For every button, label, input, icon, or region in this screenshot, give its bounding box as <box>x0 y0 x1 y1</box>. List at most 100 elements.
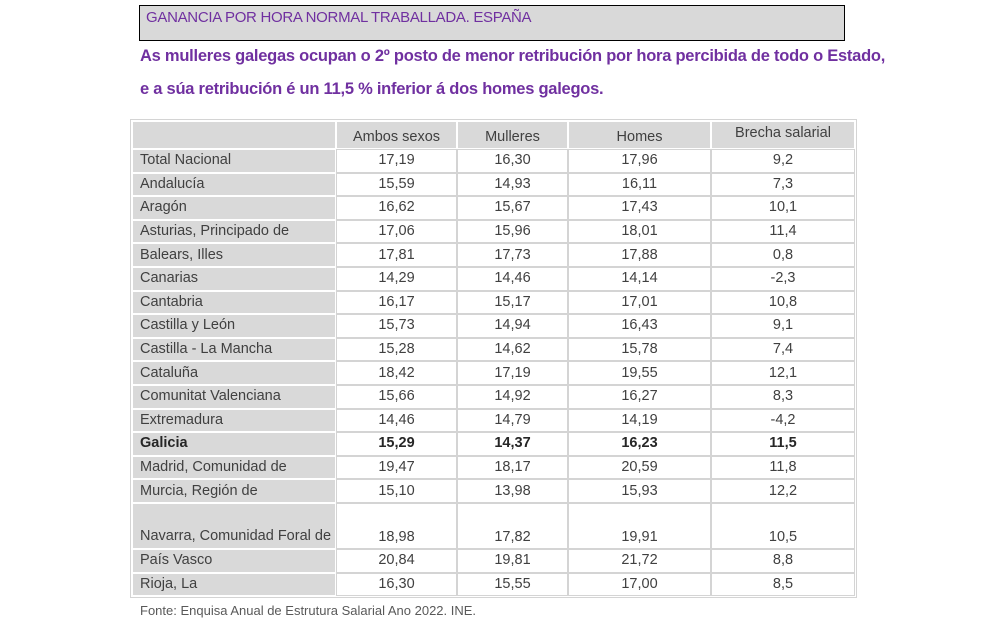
homes-cell: 17,01 <box>568 290 711 315</box>
region-cell: Rioja, La <box>133 573 335 596</box>
table-row: Balears, Illes 17,81 17,73 17,88 0,8 <box>133 243 855 267</box>
table-row: Murcia, Región de 15,10 13,98 15,93 12,2 <box>133 479 855 503</box>
region-cell: Murcia, Región de <box>133 480 335 502</box>
region-cell: Balears, Illes <box>133 244 335 266</box>
mulleres-cell: 15,17 <box>457 290 568 315</box>
mulleres-cell: 14,94 <box>457 314 568 338</box>
salary-table: Ambos sexos Mulleres Homes Brecha salari… <box>130 119 857 599</box>
brecha-cell: -4,2 <box>711 408 855 433</box>
homes-cell: 16,43 <box>568 314 711 338</box>
homes-cell: 17,43 <box>568 196 711 220</box>
mulleres-cell: 15,96 <box>457 219 568 244</box>
homes-cell: 16,23 <box>568 432 711 456</box>
brecha-cell: 9,2 <box>711 149 855 173</box>
brecha-cell: 10,8 <box>711 290 855 315</box>
ambos-cell: 17,06 <box>336 219 457 244</box>
ambos-cell: 16,62 <box>336 196 457 220</box>
column-header-mulleres: Mulleres <box>458 122 567 148</box>
region-cell: Madrid, Comunidad de <box>133 456 335 479</box>
mulleres-cell: 14,93 <box>457 172 568 197</box>
table-row: Cantabria 16,17 15,17 17,01 10,8 <box>133 290 855 315</box>
mulleres-cell: 17,73 <box>457 243 568 267</box>
homes-cell: 14,19 <box>568 408 711 433</box>
ambos-cell: 16,17 <box>336 290 457 315</box>
region-cell: Total Nacional <box>133 150 335 172</box>
mulleres-cell: 14,79 <box>457 408 568 433</box>
ambos-cell: 18,42 <box>336 361 457 385</box>
table-row: Castilla - La Mancha 15,28 14,62 15,78 7… <box>133 337 855 362</box>
region-cell: Aragón <box>133 197 335 219</box>
mulleres-cell: 14,46 <box>457 266 568 291</box>
ambos-cell: 14,29 <box>336 266 457 291</box>
column-header-region <box>133 122 335 148</box>
homes-cell: 18,01 <box>568 219 711 244</box>
ambos-cell: 15,10 <box>336 479 457 503</box>
brecha-cell: 10,5 <box>711 502 855 549</box>
column-header-homes: Homes <box>569 122 710 148</box>
homes-cell: 15,78 <box>568 337 711 362</box>
homes-cell: 19,55 <box>568 361 711 385</box>
homes-cell: 17,96 <box>568 149 711 173</box>
table-row: Andalucía 15,59 14,93 16,11 7,3 <box>133 172 855 197</box>
homes-cell: 17,00 <box>568 572 711 597</box>
column-header-ambos-sexos: Ambos sexos <box>337 122 456 148</box>
table-row: Extremadura 14,46 14,79 14,19 -4,2 <box>133 408 855 433</box>
mulleres-cell: 14,62 <box>457 337 568 362</box>
brecha-cell: 0,8 <box>711 243 855 267</box>
mulleres-cell: 14,37 <box>457 432 568 456</box>
table-row: Total Nacional 17,19 16,30 17,96 9,2 <box>133 149 855 173</box>
table-row: Cataluña 18,42 17,19 19,55 12,1 <box>133 361 855 385</box>
brecha-cell: 8,5 <box>711 572 855 597</box>
subtitle-line-2: e a súa retribución é un 11,5 % inferior… <box>140 80 604 98</box>
mulleres-cell: 19,81 <box>457 548 568 573</box>
table-row: País Vasco 20,84 19,81 21,72 8,8 <box>133 548 855 573</box>
brecha-cell: -2,3 <box>711 266 855 291</box>
region-cell: Galicia <box>133 433 335 455</box>
page-title: GANANCIA POR HORA NORMAL TRABALLADA. ESP… <box>146 9 532 26</box>
subtitle-line-1: As mulleres galegas ocupan o 2º posto de… <box>140 47 886 65</box>
mulleres-cell: 14,92 <box>457 384 568 409</box>
ambos-cell: 17,81 <box>336 243 457 267</box>
table-row: Comunitat Valenciana 15,66 14,92 16,27 8… <box>133 384 855 409</box>
homes-cell: 14,14 <box>568 266 711 291</box>
ambos-cell: 19,47 <box>336 455 457 480</box>
table-row: Castilla y León 15,73 14,94 16,43 9,1 <box>133 314 855 338</box>
region-cell: Castilla y León <box>133 315 335 337</box>
ambos-cell: 15,66 <box>336 384 457 409</box>
brecha-cell: 7,3 <box>711 172 855 197</box>
brecha-cell: 10,1 <box>711 196 855 220</box>
mulleres-cell: 15,67 <box>457 196 568 220</box>
region-cell: Andalucía <box>133 173 335 196</box>
homes-cell: 16,27 <box>568 384 711 409</box>
region-cell: Navarra, Comunidad Foral de <box>133 503 335 548</box>
brecha-cell: 11,5 <box>711 432 855 456</box>
brecha-cell: 7,4 <box>711 337 855 362</box>
table-row: Rioja, La 16,30 15,55 17,00 8,5 <box>133 572 855 597</box>
salary-table-container: Ambos sexos Mulleres Homes Brecha salari… <box>130 119 857 599</box>
ambos-cell: 16,30 <box>336 572 457 597</box>
brecha-cell: 11,8 <box>711 455 855 480</box>
region-cell: Canarias <box>133 267 335 290</box>
homes-cell: 21,72 <box>568 548 711 573</box>
table-row: Madrid, Comunidad de 19,47 18,17 20,59 1… <box>133 455 855 480</box>
table-row: Navarra, Comunidad Foral de 18,98 17,82 … <box>133 502 855 549</box>
brecha-cell: 12,2 <box>711 479 855 503</box>
brecha-cell: 11,4 <box>711 219 855 244</box>
region-cell: Asturias, Principado de <box>133 220 335 243</box>
ambos-cell: 18,98 <box>336 502 457 549</box>
brecha-cell: 8,8 <box>711 548 855 573</box>
table-row: Canarias 14,29 14,46 14,14 -2,3 <box>133 266 855 291</box>
table-row: Aragón 16,62 15,67 17,43 10,1 <box>133 196 855 220</box>
ambos-cell: 20,84 <box>336 548 457 573</box>
mulleres-cell: 18,17 <box>457 455 568 480</box>
mulleres-cell: 17,19 <box>457 361 568 385</box>
ambos-cell: 15,59 <box>336 172 457 197</box>
source-footnote: Fonte: Enquisa Anual de Estrutura Salari… <box>140 603 477 618</box>
table-header-row: Ambos sexos Mulleres Homes Brecha salari… <box>133 122 854 148</box>
mulleres-cell: 17,82 <box>457 502 568 549</box>
ambos-cell: 17,19 <box>336 149 457 173</box>
mulleres-cell: 16,30 <box>457 149 568 173</box>
table-row: Asturias, Principado de 17,06 15,96 18,0… <box>133 219 855 244</box>
brecha-cell: 9,1 <box>711 314 855 338</box>
region-cell: Comunitat Valenciana <box>133 385 335 408</box>
